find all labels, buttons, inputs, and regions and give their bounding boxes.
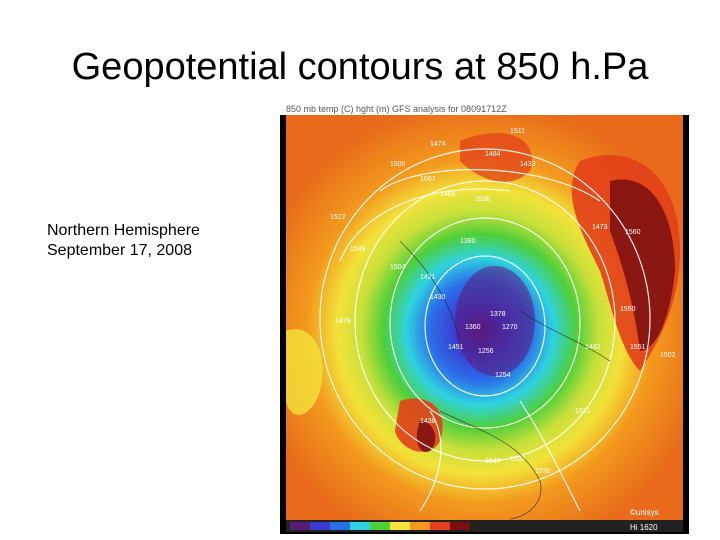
contour-label: 1438 bbox=[420, 418, 436, 425]
contour-label: 1540 bbox=[485, 458, 501, 465]
hot-region-east bbox=[610, 179, 675, 351]
slide-title: Geopotential contours at 850 h.Pa bbox=[71, 46, 649, 88]
color-legend-swatches bbox=[290, 522, 470, 530]
hot-region-southwest bbox=[416, 421, 436, 452]
contour-lines bbox=[319, 148, 651, 512]
contour-label: 1521 bbox=[575, 408, 591, 415]
contour-label: 1551 bbox=[630, 344, 646, 351]
contour-label: 1504 bbox=[390, 264, 406, 271]
caption-line-date: September 17, 2008 bbox=[47, 242, 192, 259]
contour-label: 1530 bbox=[535, 468, 551, 475]
yellow-region-west bbox=[286, 329, 323, 415]
contour-label: 1530 bbox=[475, 196, 491, 203]
contour-label: 1421 bbox=[420, 274, 436, 281]
contour-label: 1474 bbox=[430, 141, 446, 148]
contour-label: 1486 bbox=[440, 191, 456, 198]
contour-label: 1502 bbox=[660, 352, 676, 359]
contour-label: 1484 bbox=[485, 151, 501, 158]
contour-label: 1507 bbox=[420, 176, 436, 183]
cold-core bbox=[455, 266, 535, 376]
map-header-text: 850 mb temp (C) hght (m) GFS analysis fo… bbox=[286, 104, 507, 114]
contour-label: 1500 bbox=[390, 161, 406, 168]
contour-label: 1482 bbox=[585, 344, 601, 351]
contour-label: 1522 bbox=[330, 214, 346, 221]
contour-label: 1550 bbox=[620, 306, 636, 313]
map-credit: ©unisys bbox=[630, 508, 659, 517]
contour-label: 1430 bbox=[430, 294, 446, 301]
contour-label: 1560 bbox=[625, 229, 641, 236]
contour-label: 1380 bbox=[460, 238, 476, 245]
map-header-strip bbox=[280, 101, 689, 115]
contour-label: 1433 bbox=[520, 161, 536, 168]
contour-label: 1451 bbox=[448, 344, 464, 351]
contour-label: 1378 bbox=[490, 311, 506, 318]
weather-map: 850 mb temp (C) hght (m) GFS analysis fo… bbox=[280, 101, 689, 534]
contour-labels: 1474 1484 1433 1500 1507 1486 1530 1473 … bbox=[330, 128, 676, 475]
contour-label: 1360 bbox=[465, 324, 481, 331]
contour-label: 1473 bbox=[592, 224, 608, 231]
caption: Northern Hemisphere September 17, 2008 bbox=[47, 221, 200, 261]
contour-label: 1511 bbox=[510, 128, 525, 135]
contour-label: 1254 bbox=[495, 372, 511, 379]
coastlines bbox=[399, 240, 611, 520]
caption-line-region: Northern Hemisphere bbox=[47, 222, 200, 239]
contour-label: 1549 bbox=[350, 246, 366, 253]
contour-label: 1270 bbox=[502, 324, 518, 331]
contour-label: 1256 bbox=[478, 348, 494, 355]
map-footer-text: Hi 1620 bbox=[630, 523, 658, 532]
weather-map-graphic: 850 mb temp (C) hght (m) GFS analysis fo… bbox=[280, 101, 689, 532]
contour-label: 1537 bbox=[510, 456, 526, 463]
contour-label: 1479 bbox=[335, 318, 351, 325]
